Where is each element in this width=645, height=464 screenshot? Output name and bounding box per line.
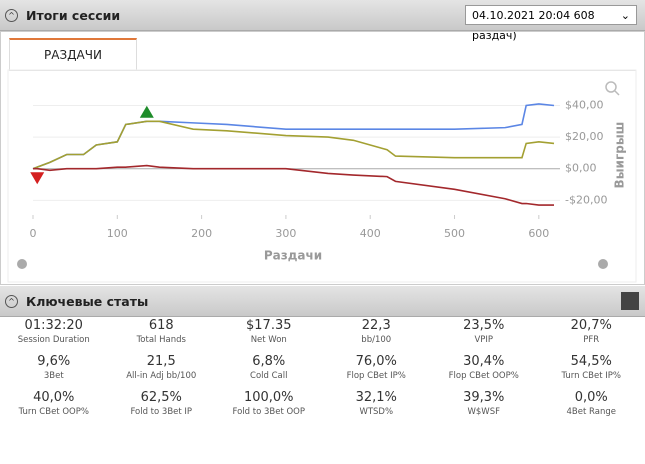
stat: 21,5 All-in Adj bb/100 — [108, 354, 216, 381]
collapse-button[interactable]: ^ — [5, 295, 18, 308]
stat-value: 100,0% — [243, 390, 294, 405]
stat-value: 01:32:20 — [24, 318, 83, 333]
stat-value: 76,0% — [355, 354, 397, 369]
x-tick-label: 400 — [360, 227, 381, 240]
stat: 9,6% 3Bet — [0, 354, 108, 381]
stat-value: 39,3% — [463, 390, 505, 405]
y-tick-label: -$20,00 — [565, 193, 607, 206]
layout-button[interactable] — [621, 292, 639, 310]
session-select[interactable]: 04.10.2021 20:04 608 раздач) ⌄ — [465, 5, 637, 42]
stat: 0,0% 4Bet Range — [538, 390, 645, 417]
x-axis-label: Раздачи — [264, 249, 322, 263]
stat-label: Fold to 3Bet OOP — [232, 407, 306, 417]
stat-label: 4Bet Range — [566, 407, 616, 417]
stat-value: 23,5% — [463, 318, 505, 333]
stat-label: Turn CBet IP% — [561, 371, 621, 381]
stat: 40,0% Turn CBet OOP% — [0, 390, 108, 417]
stats-grid: 01:32:20 Session Duration 618 Total Hands $1… — [0, 318, 645, 417]
tab[interactable]: РАЗДАЧИ — [9, 38, 137, 70]
section-title: Ключевые статы — [26, 294, 149, 309]
x-tick-label: 100 — [107, 227, 128, 240]
settings-icon[interactable] — [17, 259, 27, 269]
stat: 76,0% Flop CBet IP% — [323, 354, 431, 381]
stat-value: 22,3 — [361, 318, 391, 333]
extreme-marker — [139, 105, 154, 118]
x-tick-label: 300 — [275, 227, 296, 240]
stat-value: $17.35 — [246, 318, 292, 333]
x-tick-label: 500 — [444, 227, 465, 240]
stat: 39,3% W$WSF — [430, 390, 538, 417]
stat-label: bb/100 — [361, 335, 392, 345]
stat-label: Net Won — [250, 335, 287, 345]
stat-label: Total Hands — [136, 335, 186, 345]
series-line — [32, 120, 555, 170]
stat: 100,0% Fold to 3Bet OOP — [215, 390, 323, 417]
dropdown-arrow: ⌄ — [620, 9, 630, 22]
stat-label: 3Bet — [43, 371, 64, 381]
session-text: 04.10.2021 20:04 608 раздач) — [472, 9, 595, 42]
stat-label: Cold Call — [250, 371, 288, 381]
y-axis-label: Выигрыш — [613, 122, 627, 189]
stat-value: 30,4% — [463, 354, 505, 369]
stat: 20,7% PFR — [538, 318, 645, 345]
stat: 62,5% Fold to 3Bet IP — [108, 390, 216, 417]
stat: 23,5% VPIP — [430, 318, 538, 345]
stat: 01:32:20 Session Duration — [0, 318, 108, 345]
stat-label: PFR — [583, 335, 600, 345]
stat: 6,8% Cold Call — [215, 354, 323, 381]
info-icon[interactable] — [598, 259, 608, 269]
series-line — [33, 164, 554, 206]
stat-label: Flop CBet IP% — [346, 371, 406, 381]
stat-label: WTSD% — [359, 407, 394, 417]
x-tick-label: 0 — [30, 227, 37, 240]
stat-label: W$WSF — [467, 407, 500, 417]
stat-value: 32,1% — [355, 390, 397, 405]
stat-label: VPIP — [474, 335, 494, 345]
stat: 618 Total Hands — [108, 318, 216, 345]
session-header: ^ Итоги сессии 04.10.2021 20:04 608 разд… — [0, 0, 645, 42]
x-tick-label: 600 — [528, 227, 549, 240]
stat-value: 618 — [148, 318, 174, 333]
stat-value: 62,5% — [140, 390, 182, 405]
zoom-icon[interactable] — [605, 81, 620, 96]
collapse-button[interactable]: ^ — [5, 9, 18, 22]
stat-label: Fold to 3Bet IP — [130, 407, 193, 417]
stat-value: 6,8% — [252, 354, 286, 369]
stat-value: 20,7% — [570, 318, 612, 333]
stat: 22,3 bb/100 — [323, 318, 431, 345]
stat-value: 54,5% — [570, 354, 612, 369]
stat-value: 9,6% — [37, 354, 71, 369]
stat-value: 21,5 — [146, 354, 176, 369]
stat: $17.35 Net Won — [215, 318, 323, 345]
section-title: Итоги сессии — [26, 8, 121, 23]
stat-label: Turn CBet OOP% — [18, 407, 89, 417]
stat: 30,4% Flop CBet OOP% — [430, 354, 538, 381]
extreme-marker — [30, 172, 45, 185]
stat-label: Flop CBet OOP% — [448, 371, 519, 381]
x-tick-label: 200 — [191, 227, 212, 240]
stat-label: Session Duration — [17, 335, 90, 345]
y-tick-label: $40,00 — [565, 98, 604, 111]
chart-frame — [7, 69, 637, 283]
stat-value: 40,0% — [33, 390, 75, 405]
stat-label: All-in Adj bb/100 — [126, 371, 197, 381]
stat: 32,1% WTSD% — [323, 390, 431, 417]
y-tick-label: $0,00 — [565, 162, 597, 175]
stat: 54,5% Turn CBet IP% — [538, 354, 645, 381]
y-tick-label: $20,00 — [565, 130, 604, 143]
chart: Раздачи Выигрыш -$20,00 $0,00 $20,00 $40,00… — [7, 69, 637, 283]
stats-header: ^ Ключевые статы — [0, 286, 645, 317]
stat-value: 0,0% — [574, 390, 608, 405]
